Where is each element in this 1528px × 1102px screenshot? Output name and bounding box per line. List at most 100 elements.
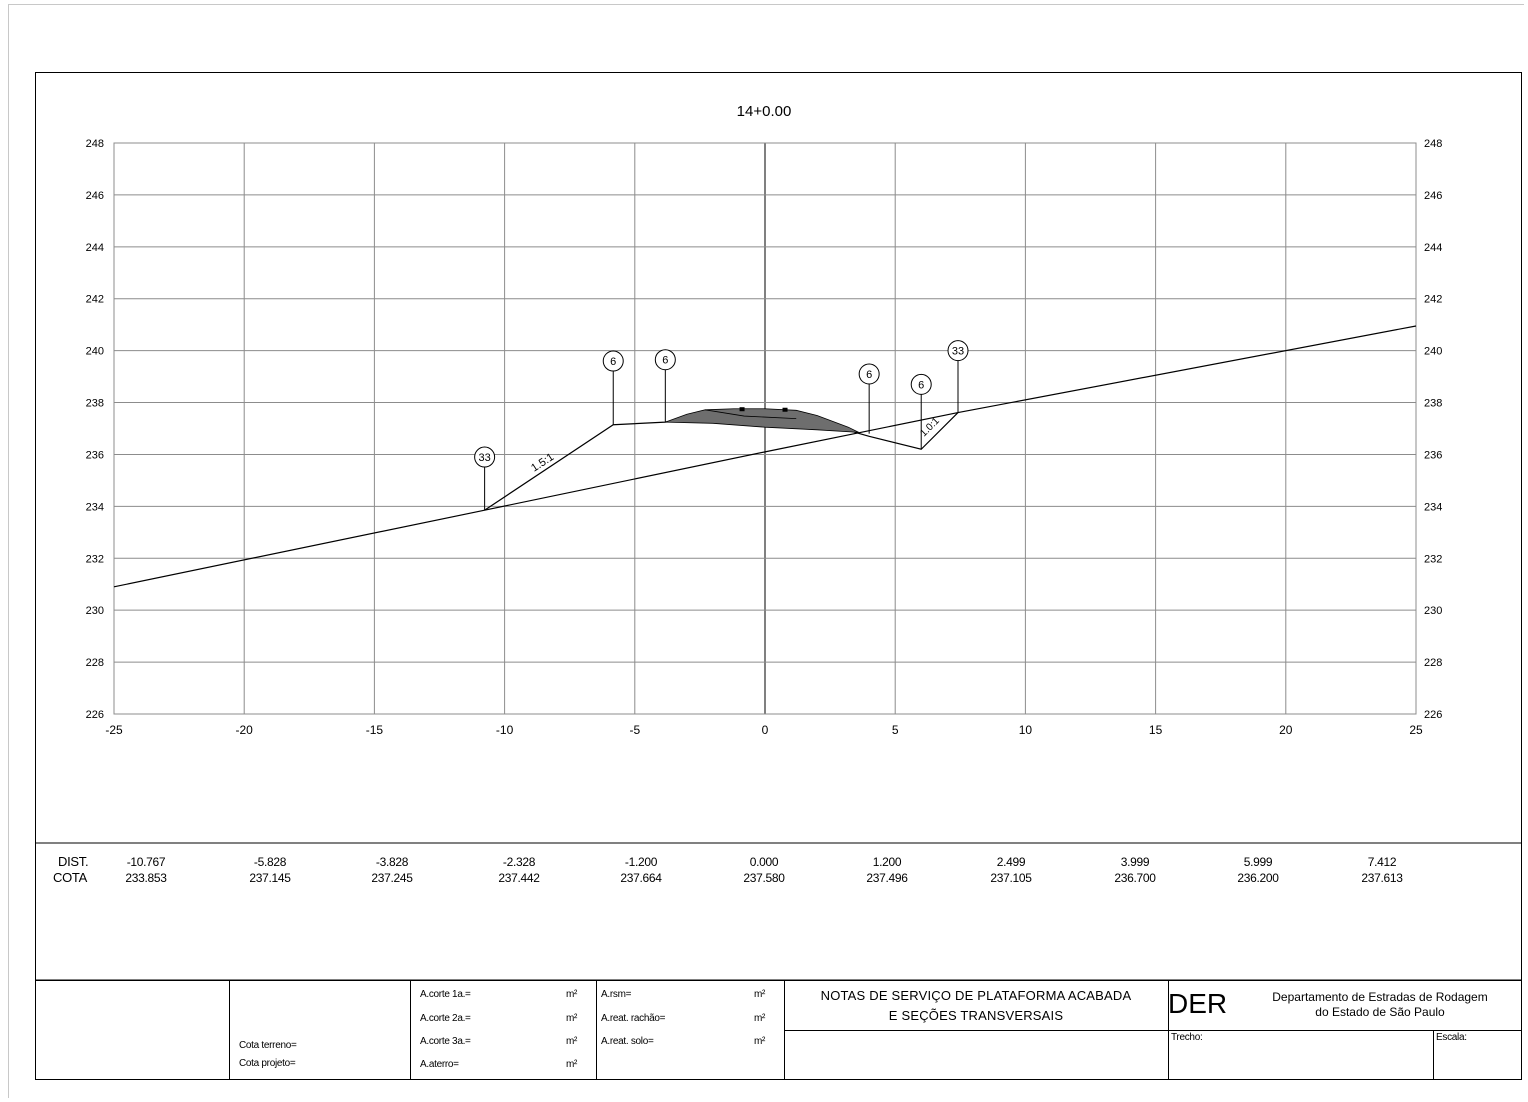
x-tick-label: 15 [1149, 723, 1163, 737]
x-tick-label: -15 [366, 723, 384, 737]
dist-value: -5.828 [253, 855, 287, 869]
tb-cell-trecho [1168, 1030, 1434, 1080]
marker-circle [910, 373, 932, 395]
grid [113, 142, 1417, 715]
a-aterro-label: A.aterro= [420, 1059, 459, 1070]
y-tick-label-right: 244 [1424, 242, 1442, 254]
marker-label: 33 [479, 452, 491, 464]
y-tick-label-right: 228 [1424, 657, 1442, 669]
cota-projeto-label: Cota projeto= [239, 1058, 296, 1069]
dist-value: 7.412 [1367, 855, 1397, 869]
unit-label: m² [754, 1036, 766, 1047]
unit-label: m² [566, 1059, 578, 1070]
der-name: Departamento de Estradas de Rodagem do E… [1236, 990, 1524, 1020]
plot-border [113, 142, 1417, 715]
unit-label: m² [566, 989, 578, 1000]
dist-value: 1.200 [872, 855, 902, 869]
terrain-line [113, 325, 1417, 588]
y-tick-label-left: 228 [86, 657, 104, 669]
y-tick-label-left: 230 [86, 605, 104, 617]
y-tick-label-left: 240 [86, 346, 104, 358]
y-tick-label-right: 226 [1424, 709, 1442, 721]
cota-value: 237.613 [1361, 871, 1403, 885]
der-logo: DER [1168, 988, 1228, 1019]
dist-value: 3.999 [1120, 855, 1150, 869]
y-tick-label-right: 242 [1424, 294, 1442, 306]
marker-label: 33 [952, 346, 964, 358]
cota-value: 237.580 [743, 871, 785, 885]
y-tick-label-left: 242 [86, 294, 104, 306]
x-tick-label: 25 [1409, 723, 1423, 737]
dist-label: DIST. [58, 854, 89, 869]
cota-value: 236.200 [1237, 871, 1279, 885]
cota-value: 237.442 [498, 871, 540, 885]
section-lines [113, 325, 1417, 588]
a-corte-2-label: A.corte 2a.= [420, 1013, 471, 1024]
a-corte-1-label: A.corte 1a.= [420, 989, 471, 1000]
marker-circle [654, 349, 676, 371]
y-tick-label-right: 230 [1424, 605, 1442, 617]
unit-label: m² [754, 989, 766, 1000]
cota-label: COTA [53, 870, 87, 885]
x-tick-label: 5 [892, 723, 899, 737]
cota-value: 236.700 [1114, 871, 1156, 885]
escala-label: Escala: [1436, 1032, 1467, 1043]
y-tick-label-left: 226 [86, 709, 104, 721]
a-reat-rachao-label: A.reat. rachão= [601, 1013, 666, 1024]
dist-value: -3.828 [375, 855, 409, 869]
y-tick-label-left: 232 [86, 553, 104, 565]
marker-circle [602, 350, 624, 372]
cota-value: 237.245 [371, 871, 413, 885]
y-tick-label-left: 238 [86, 398, 104, 410]
dist-value: 5.999 [1243, 855, 1273, 869]
trecho-label: Trecho: [1171, 1032, 1203, 1043]
tb-cell-escala [1433, 1030, 1522, 1080]
slope-label-fill: 1.0:1 [918, 415, 942, 439]
axis-ticks: -25 -20 -15 -10 -5 0 5 10 15 20 25 248 248 246 246 244 2… [86, 138, 1443, 737]
cota-value: 233.853 [125, 871, 167, 885]
y-tick-label-right: 238 [1424, 398, 1442, 410]
marker-circle [947, 340, 969, 362]
cota-value: 237.664 [620, 871, 662, 885]
notes-title: NOTAS DE SERVIÇO DE PLATAFORMA ACABADA E… [786, 986, 1166, 1026]
x-tick-label: -20 [236, 723, 254, 737]
y-tick-label-right: 232 [1424, 553, 1442, 565]
marker-circle [858, 363, 880, 385]
marker-group: 33 6 6 6 6 33 [474, 340, 969, 511]
marker-label: 6 [610, 356, 616, 368]
unit-label: m² [754, 1013, 766, 1024]
cota-value: 237.105 [990, 871, 1032, 885]
y-tick-label-left: 246 [86, 190, 104, 202]
dist-value: -2.328 [502, 855, 536, 869]
y-tick-label-right: 248 [1424, 138, 1442, 150]
pavement-layer [665, 408, 859, 433]
y-tick-label-right: 236 [1424, 449, 1442, 461]
y-tick-label-right: 246 [1424, 190, 1442, 202]
tb-cell-notes-bottom [784, 1030, 1169, 1080]
x-tick-label: -25 [105, 723, 123, 737]
y-tick-label-left: 244 [86, 242, 104, 254]
der-name-line2: do Estado de São Paulo [1315, 1005, 1445, 1019]
a-corte-3-label: A.corte 3a.= [420, 1036, 471, 1047]
dist-value: -10.767 [126, 855, 166, 869]
x-tick-label: -10 [496, 723, 514, 737]
der-name-line1: Departamento de Estradas de Rodagem [1272, 990, 1488, 1004]
dist-value: 0.000 [749, 855, 779, 869]
notes-title-line2: E SEÇÕES TRANSVERSAIS [888, 1008, 1064, 1023]
y-tick-label-left: 234 [86, 501, 104, 513]
station-title: 14+0.00 [737, 103, 792, 120]
cota-value: 237.496 [866, 871, 908, 885]
x-tick-label: -5 [629, 723, 640, 737]
unit-label: m² [566, 1013, 578, 1024]
pavement-inner-line [705, 409, 797, 420]
marker-label: 6 [866, 369, 872, 381]
cota-terreno-label: Cota terreno= [239, 1040, 297, 1051]
kerb-mark [782, 407, 788, 412]
marker-circle [474, 446, 496, 468]
tb-cell-blank [35, 980, 230, 1080]
marker-label: 6 [662, 355, 668, 367]
y-tick-label-left: 236 [86, 449, 104, 461]
a-reat-solo-label: A.reat. solo= [601, 1036, 654, 1047]
x-tick-label: 10 [1019, 723, 1033, 737]
